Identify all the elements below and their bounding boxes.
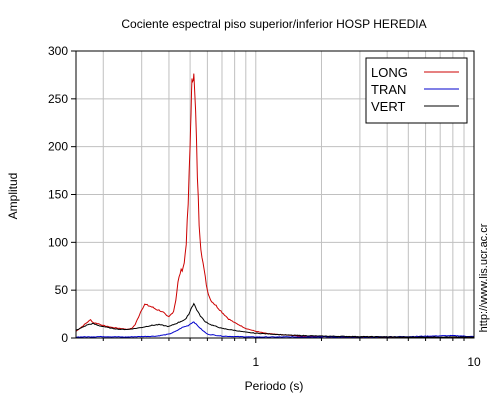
- x-axis-label: Periodo (s): [245, 379, 304, 393]
- y-tick-label: 200: [48, 140, 68, 154]
- y-axis-ticks: 0 50 100 150 200 250 300: [48, 44, 76, 345]
- series-layer: [75, 73, 475, 339]
- x-tick-label: 10: [467, 355, 481, 369]
- y-tick-label: 50: [55, 283, 69, 297]
- legend-label-tran: TRAN: [371, 82, 406, 97]
- y-tick-label: 250: [48, 92, 68, 106]
- legend-label-vert: VERT: [371, 99, 405, 114]
- y-tick-label: 100: [48, 235, 68, 249]
- x-tick-label: 1: [252, 355, 259, 369]
- series-line-vert: [75, 302, 475, 338]
- x-axis-ticks: 1 10: [102, 338, 481, 369]
- legend-box: [365, 57, 468, 124]
- y-tick-label: 0: [61, 331, 68, 345]
- legend-label-long: LONG: [371, 65, 408, 80]
- chart-title: Cociente espectral piso superior/inferio…: [121, 17, 426, 31]
- side-url-label: http://www.lis.ucr.ac.cr: [478, 223, 490, 332]
- grid-lines: [76, 51, 474, 338]
- y-tick-label: 150: [48, 188, 68, 202]
- legend: LONG TRAN VERT: [365, 57, 468, 124]
- y-tick-label: 300: [48, 44, 68, 58]
- y-axis-label: Amplitud: [6, 173, 20, 220]
